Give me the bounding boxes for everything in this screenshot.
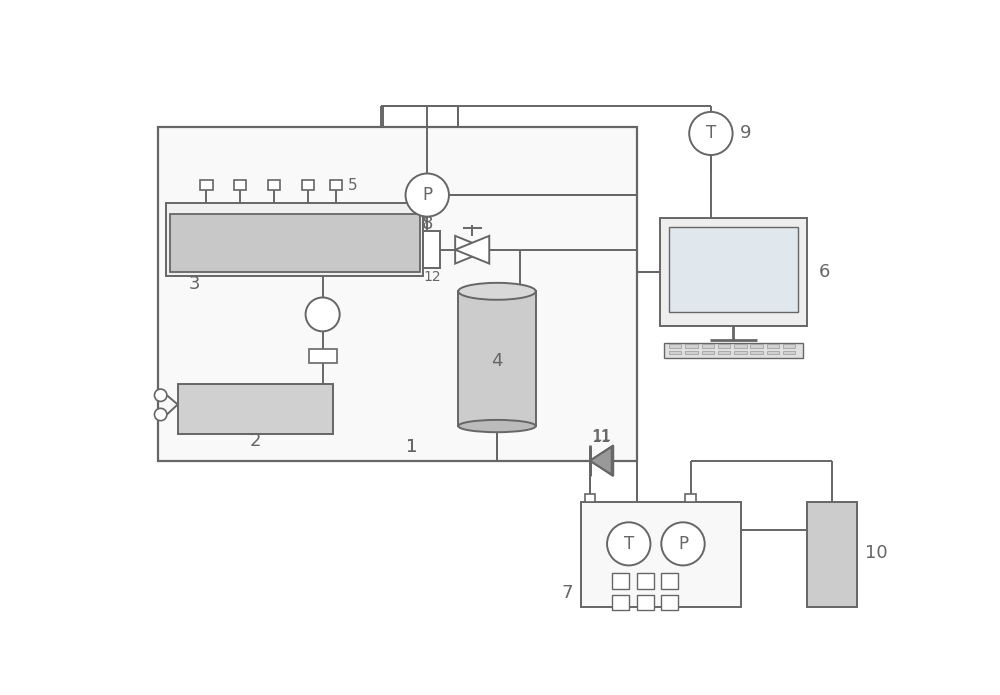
Bar xyxy=(268,179,280,190)
Polygon shape xyxy=(455,236,489,263)
Text: P: P xyxy=(678,535,688,553)
Bar xyxy=(718,345,730,348)
Text: 3: 3 xyxy=(189,275,200,293)
Bar xyxy=(330,179,342,190)
Bar xyxy=(669,350,681,354)
Bar xyxy=(734,350,747,354)
Bar xyxy=(734,345,747,348)
Text: T: T xyxy=(706,124,716,142)
Bar xyxy=(309,349,337,363)
Bar xyxy=(581,502,741,607)
Polygon shape xyxy=(590,445,613,476)
Circle shape xyxy=(154,409,167,420)
Text: 5: 5 xyxy=(347,177,357,193)
Bar xyxy=(685,350,698,354)
Bar xyxy=(234,179,246,190)
Circle shape xyxy=(154,389,167,402)
Bar xyxy=(783,350,795,354)
Bar xyxy=(767,345,779,348)
Ellipse shape xyxy=(458,420,536,432)
Text: 9: 9 xyxy=(740,124,752,142)
Text: 11: 11 xyxy=(592,429,611,443)
Bar xyxy=(718,350,730,354)
Text: 8: 8 xyxy=(422,215,433,234)
Bar xyxy=(637,573,654,589)
Bar xyxy=(661,595,678,610)
Bar xyxy=(200,179,213,190)
Bar xyxy=(661,573,678,589)
Bar xyxy=(702,350,714,354)
Ellipse shape xyxy=(458,283,536,300)
Bar xyxy=(660,218,807,326)
Bar xyxy=(685,494,696,502)
Bar xyxy=(750,350,763,354)
Bar xyxy=(685,345,698,348)
Bar xyxy=(807,502,857,607)
Bar xyxy=(423,231,440,268)
Text: 11: 11 xyxy=(591,430,610,445)
Circle shape xyxy=(689,112,733,155)
Bar xyxy=(178,384,333,434)
Circle shape xyxy=(661,523,705,566)
Bar xyxy=(750,345,763,348)
Circle shape xyxy=(306,297,340,332)
Text: 4: 4 xyxy=(491,352,503,370)
Polygon shape xyxy=(590,447,612,475)
Bar xyxy=(669,227,798,312)
Bar xyxy=(302,179,314,190)
Text: 7: 7 xyxy=(561,584,573,602)
Bar xyxy=(669,345,681,348)
Text: P: P xyxy=(422,186,432,204)
Bar xyxy=(637,595,654,610)
Circle shape xyxy=(607,523,650,566)
Bar xyxy=(158,127,637,461)
Bar xyxy=(664,343,803,359)
Bar xyxy=(170,214,420,272)
Bar xyxy=(767,350,779,354)
Text: 1: 1 xyxy=(406,438,417,456)
Text: 2: 2 xyxy=(249,432,261,450)
Bar xyxy=(166,203,423,276)
Text: 6: 6 xyxy=(819,263,830,281)
Bar xyxy=(458,291,536,426)
Bar xyxy=(612,595,629,610)
Bar xyxy=(585,494,595,502)
Text: 12: 12 xyxy=(423,270,441,284)
Bar xyxy=(702,345,714,348)
Text: 10: 10 xyxy=(865,544,888,562)
Text: 1: 1 xyxy=(406,438,417,456)
Bar xyxy=(783,345,795,348)
Polygon shape xyxy=(455,236,489,263)
Circle shape xyxy=(406,174,449,217)
Bar xyxy=(612,573,629,589)
Text: T: T xyxy=(624,535,634,553)
